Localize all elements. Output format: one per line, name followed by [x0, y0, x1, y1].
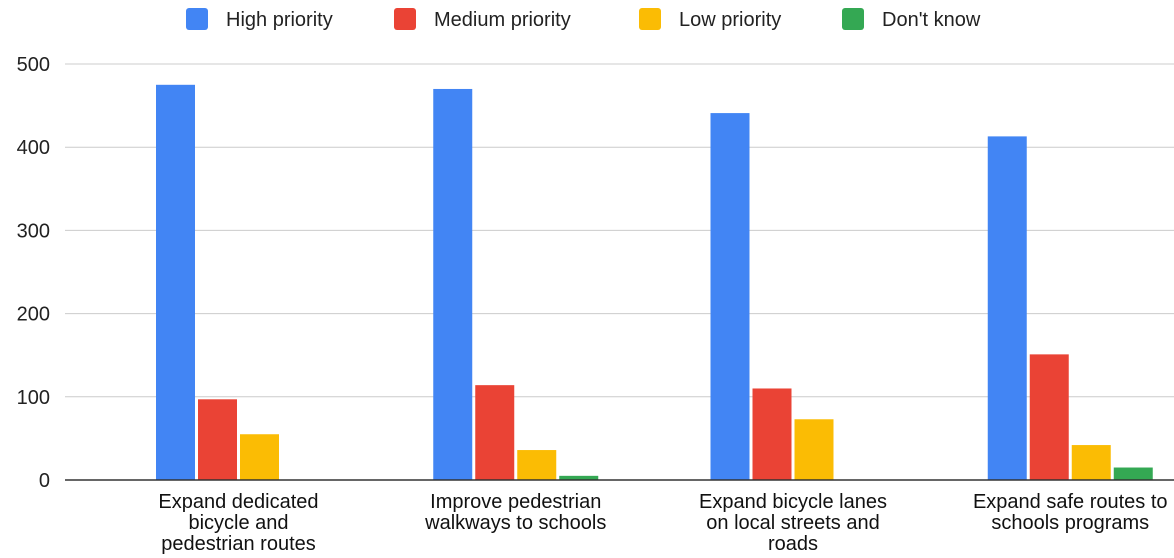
x-category-label: walkways to schools [424, 512, 606, 534]
chart-legend: High priority Medium priority Low priority… [186, 8, 981, 31]
x-category-label: Expand bicycle lanes [699, 491, 887, 513]
bar-don-t-know-1 [559, 475, 599, 480]
y-tick-label: 300 [17, 220, 50, 242]
y-axis-tick-labels: 0 100 200 300 400 500 [17, 54, 50, 492]
y-tick-label: 500 [17, 54, 50, 76]
bar-low-priority-1 [517, 450, 557, 480]
bar-high-priority-3 [987, 136, 1027, 480]
bar-high-priority-2 [710, 113, 750, 480]
y-tick-label: 200 [17, 304, 50, 326]
bar-medium-priority-3 [1029, 354, 1069, 480]
legend-swatch [394, 8, 416, 30]
bar-low-priority-0 [240, 434, 279, 480]
legend-swatch [639, 8, 661, 30]
bar-medium-priority-2 [752, 388, 792, 480]
x-category-label: roads [768, 533, 818, 555]
y-tick-label: 400 [17, 137, 50, 159]
bar-don-t-know-3 [1113, 467, 1153, 480]
legend-label: Don't know [882, 9, 981, 31]
legend-swatch [842, 8, 864, 30]
legend-label: Medium priority [434, 9, 571, 31]
legend-swatch [186, 8, 208, 30]
bar-series [156, 84, 1153, 481]
y-tick-label: 100 [17, 387, 50, 409]
x-category-label: Expand safe routes to [973, 491, 1168, 513]
legend-label: High priority [226, 9, 333, 31]
y-tick-label: 0 [39, 470, 50, 492]
bar-high-priority-0 [156, 84, 195, 481]
bar-high-priority-1 [433, 88, 473, 481]
x-category-label: pedestrian routes [161, 533, 316, 555]
x-category-label: Expand dedicated [158, 491, 318, 513]
legend-label: Low priority [679, 9, 781, 31]
x-category-label: Improve pedestrian [430, 491, 601, 513]
bar-low-priority-3 [1071, 445, 1111, 480]
bar-medium-priority-1 [475, 385, 515, 480]
x-category-label: bicycle and [188, 512, 288, 534]
x-category-label: schools programs [991, 512, 1149, 534]
x-category-label: on local streets and [706, 512, 879, 534]
bar-medium-priority-0 [198, 399, 237, 480]
bar-low-priority-2 [794, 419, 834, 480]
